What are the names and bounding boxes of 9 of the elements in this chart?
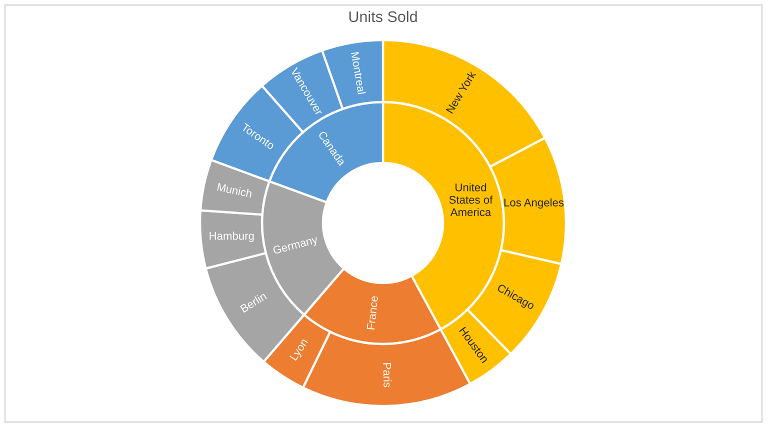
data-label: Montreal <box>350 52 366 94</box>
data-label: Paris <box>383 363 392 388</box>
data-label: United States of America <box>449 183 493 216</box>
data-label: Germany <box>272 235 319 256</box>
data-label: Los Angeles <box>504 198 564 209</box>
data-label: France <box>366 296 378 330</box>
data-label: Hamburg <box>210 232 254 242</box>
data-label: Munich <box>217 182 252 198</box>
chart-title: Units Sold <box>349 10 417 22</box>
